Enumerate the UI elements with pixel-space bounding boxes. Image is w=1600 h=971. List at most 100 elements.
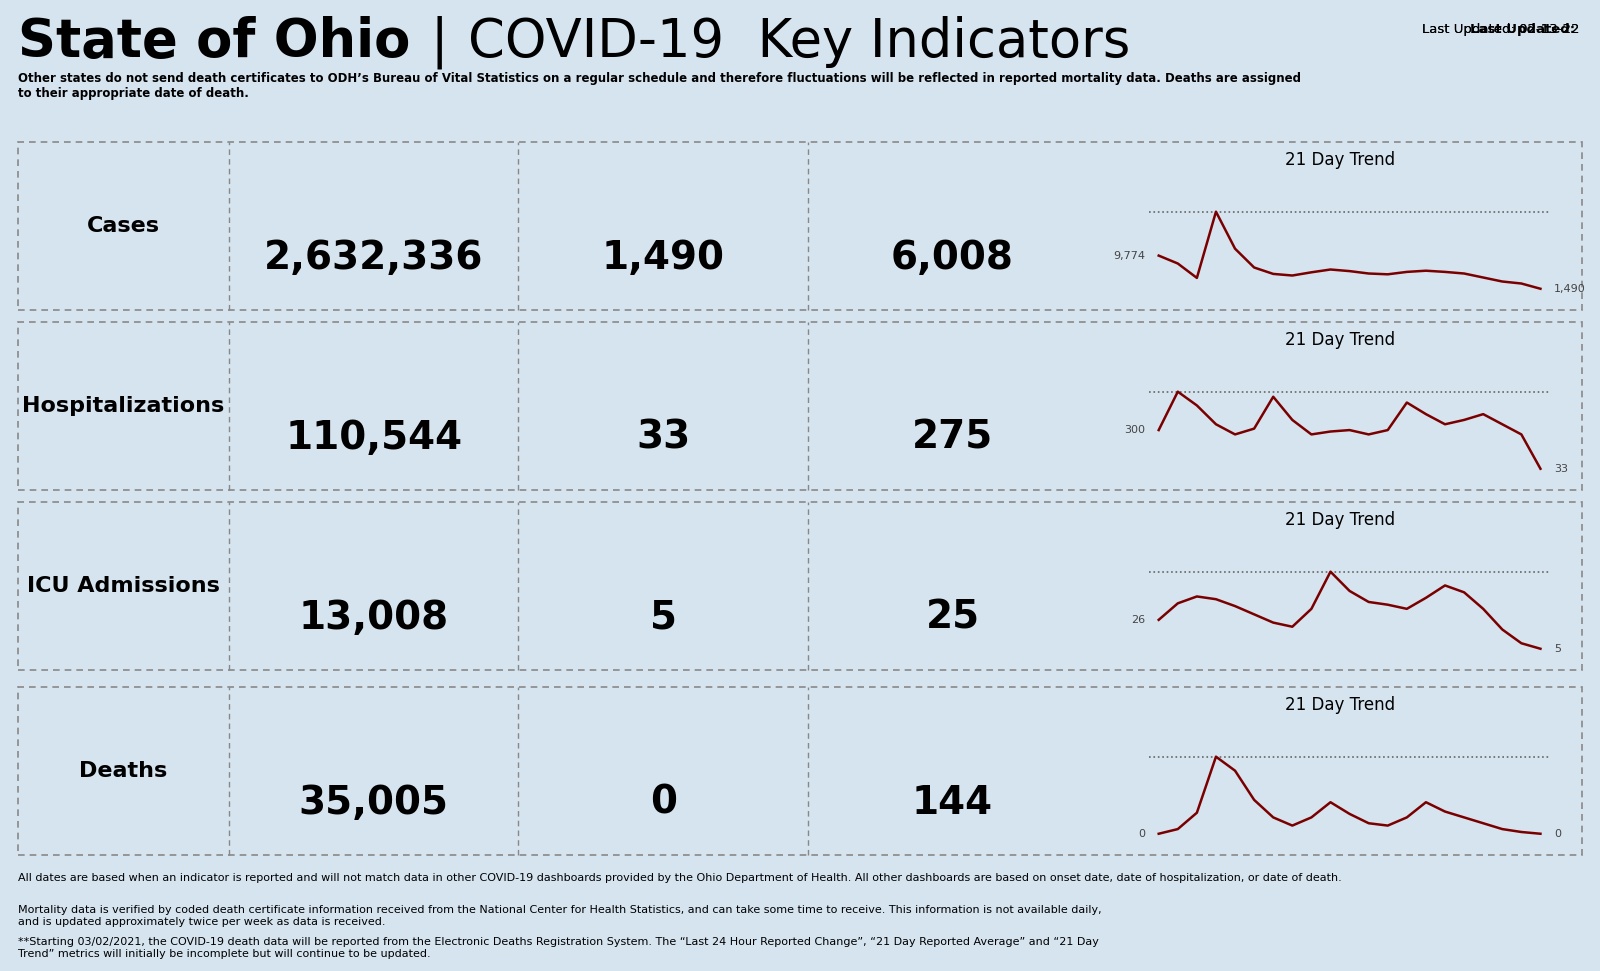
Text: Change: Change (662, 359, 726, 375)
Text: Hospitalization: Hospitalization (854, 359, 982, 375)
Text: 21 Day Reported: 21 Day Reported (866, 162, 998, 178)
Text: Case: Case (998, 162, 1040, 178)
Text: Last Updated: 02-13-22: Last Updated: 02-13-22 (1422, 23, 1581, 37)
Text: 21 Day Trend: 21 Day Trend (1285, 511, 1395, 529)
Text: Total Reported ICU: Total Reported ICU (302, 522, 445, 538)
Text: COVID-19  Key Indicators: COVID-19 Key Indicators (467, 16, 1130, 68)
Text: ICU Admissions: ICU Admissions (566, 540, 698, 554)
Text: Deaths: Deaths (602, 724, 662, 740)
Text: Hospitalizations: Hospitalizations (563, 359, 701, 375)
Text: 110,544: 110,544 (285, 419, 462, 457)
Text: Admissions: Admissions (325, 540, 422, 554)
Text: 660: 660 (1205, 741, 1227, 751)
Bar (230, 504, 517, 559)
Text: Total Reported: Total Reported (315, 162, 432, 178)
Text: 5: 5 (1554, 644, 1562, 653)
Text: State of Ohio: State of Ohio (18, 16, 410, 68)
Text: 13,008: 13,008 (299, 599, 450, 637)
Text: 300: 300 (1125, 425, 1146, 435)
Text: Change: Change (662, 540, 726, 554)
Text: Deaths: Deaths (344, 724, 405, 740)
Text: 61: 61 (1323, 555, 1338, 566)
Text: 21 Day Reported ICU: 21 Day Reported ICU (872, 522, 1034, 538)
Text: 144: 144 (912, 784, 994, 821)
Text: 21 Day Reported: 21 Day Reported (859, 708, 994, 722)
Text: All dates are based when an indicator is reported and will not match data in oth: All dates are based when an indicator is… (18, 873, 1342, 883)
Text: Change: Change (656, 180, 720, 194)
Text: **Starting 03/02/2021, the COVID-19 death data will be reported from the Electro: **Starting 03/02/2021, the COVID-19 deat… (18, 937, 1099, 958)
Text: Deaths: Deaths (402, 708, 462, 722)
Bar (230, 689, 517, 744)
Text: Last 24 Hour Reported: Last 24 Hour Reported (576, 162, 749, 178)
Text: Last 24 Hours Reported: Last 24 Hours Reported (573, 708, 754, 722)
Text: 21 Day Trend: 21 Day Trend (1285, 696, 1395, 714)
Text: 565: 565 (1168, 376, 1189, 385)
Text: Other states do not send death certificates to ODH’s Bureau of Vital Statistics : Other states do not send death certifica… (18, 72, 1301, 100)
Text: 275: 275 (912, 419, 994, 457)
Bar (18, 502, 1582, 670)
Text: Total Reported: Total Reported (286, 708, 402, 722)
Bar (520, 324, 806, 379)
Text: Change: Change (662, 724, 726, 740)
Text: ICU Admissions: ICU Admissions (27, 576, 221, 596)
Bar (520, 689, 806, 744)
Text: Change: Change (662, 180, 726, 194)
Text: Change: Change (698, 540, 760, 554)
Text: 35,005: 35,005 (299, 784, 450, 821)
Text: 26: 26 (1131, 615, 1146, 625)
Text: 21 Day Trend: 21 Day Trend (1285, 331, 1395, 349)
Bar (520, 144, 806, 199)
Text: Hospitalizations: Hospitalizations (594, 359, 733, 375)
Text: Total Reported: Total Reported (301, 522, 418, 538)
Text: 20,752: 20,752 (1197, 196, 1235, 206)
Text: Admissions: Admissions (325, 540, 422, 554)
Text: 2,632,336: 2,632,336 (264, 239, 483, 277)
Text: Hospitalizations: Hospitalizations (304, 359, 443, 375)
Text: Last 24 Hour Reported: Last 24 Hour Reported (576, 162, 749, 178)
Text: Average: Average (922, 180, 984, 194)
Bar (810, 504, 1094, 559)
Bar (18, 687, 1582, 855)
Text: Cases: Cases (606, 180, 656, 194)
Text: Total Reported: Total Reported (315, 708, 432, 722)
Text: 21 Day Reported Death: 21 Day Reported Death (862, 708, 1043, 722)
Text: 0: 0 (1554, 829, 1562, 839)
Text: Total Reported: Total Reported (318, 343, 429, 357)
Text: 0: 0 (650, 784, 677, 821)
Text: 25: 25 (925, 599, 979, 637)
Text: Deaths: Deaths (80, 761, 168, 781)
Text: 21 Day Trend: 21 Day Trend (1285, 151, 1395, 169)
Text: Average: Average (982, 359, 1051, 375)
Bar (18, 322, 1582, 490)
Text: Hospitalization Average: Hospitalization Average (862, 359, 1043, 375)
Bar (810, 144, 1094, 199)
Text: 5: 5 (650, 599, 677, 637)
Text: Average: Average (963, 540, 1030, 554)
Bar (230, 324, 517, 379)
Text: 9,774: 9,774 (1114, 251, 1146, 260)
Text: Average: Average (922, 180, 984, 194)
Text: Average: Average (922, 724, 984, 740)
Text: Last Updated:: Last Updated: (1470, 23, 1581, 37)
Text: 6,008: 6,008 (891, 239, 1014, 277)
Bar (810, 324, 1094, 379)
Text: Change: Change (662, 724, 725, 740)
Text: Last 24 Reported Hours: Last 24 Reported Hours (573, 343, 754, 357)
Text: ICU: ICU (418, 522, 446, 538)
Text: ICU: ICU (1005, 522, 1034, 538)
Text: Total Reported: Total Reported (291, 162, 406, 178)
Text: Death: Death (994, 708, 1045, 722)
Text: Admission Average: Admission Average (880, 540, 1026, 554)
Text: 21 Day Reported: 21 Day Reported (888, 343, 1018, 357)
Text: Hospitalizations: Hospitalizations (22, 396, 224, 416)
Text: 1,490: 1,490 (1554, 284, 1586, 294)
Text: 33: 33 (1554, 464, 1568, 474)
Text: Total Reported: Total Reported (318, 343, 429, 357)
Text: Last 24 Reported Hours: Last 24 Reported Hours (573, 343, 754, 357)
Text: Deaths: Deaths (634, 724, 693, 740)
Text: ICU Admissions: ICU Admissions (597, 540, 728, 554)
Text: Cases: Cases (349, 180, 398, 194)
Bar (520, 504, 806, 559)
Text: Last 24 Hours Reported: Last 24 Hours Reported (573, 522, 754, 538)
Text: 21 Day Reported: 21 Day Reported (888, 343, 1018, 357)
